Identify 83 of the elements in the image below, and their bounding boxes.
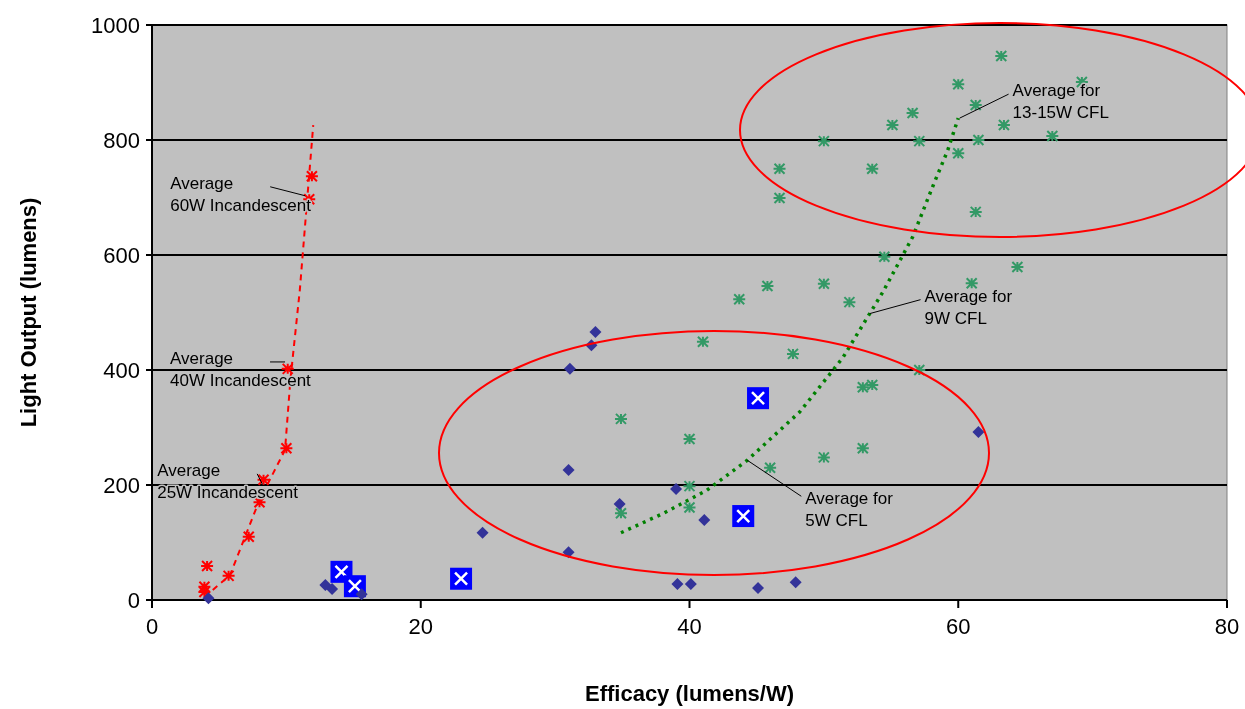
annotation: Average 40W Incandescent: [170, 348, 312, 390]
point: [971, 134, 986, 146]
point: [695, 335, 710, 348]
point: [326, 583, 339, 596]
point: [1045, 129, 1060, 142]
x-tick-label: 60: [946, 614, 971, 639]
point: [671, 577, 684, 590]
point: [842, 296, 857, 309]
point: [1010, 261, 1025, 274]
point: [197, 585, 212, 598]
annotation: Average for 5W CFL: [805, 489, 894, 531]
point: [816, 451, 831, 464]
point: [968, 98, 983, 111]
point: [789, 576, 802, 589]
point: [865, 378, 880, 391]
point: [994, 50, 1009, 63]
y-tick-label: 0: [127, 587, 140, 613]
annotation: Average 60W Incandescent: [170, 173, 312, 215]
point: [202, 592, 215, 605]
point: [256, 473, 271, 486]
point: [670, 483, 683, 496]
point: [951, 147, 966, 160]
point: [877, 250, 892, 263]
point: [885, 119, 900, 132]
point: [613, 507, 628, 520]
point: [951, 78, 966, 91]
point: [280, 362, 295, 375]
point: [732, 293, 747, 306]
y-tick-label: 600: [103, 242, 140, 268]
point: [682, 433, 697, 445]
point: [563, 362, 576, 375]
point: [816, 277, 831, 290]
x-axis-title: Efficacy (lumens/W): [584, 681, 795, 706]
x-tick-label: 0: [145, 614, 159, 639]
point: [682, 501, 697, 514]
point: [355, 588, 368, 601]
point: [732, 505, 755, 528]
x-tick-label: 80: [1214, 614, 1240, 639]
y-tick-label: 400: [103, 357, 140, 383]
point: [682, 480, 697, 493]
x-tick-label: 20: [408, 614, 433, 639]
point: [816, 135, 831, 148]
point: [562, 464, 575, 477]
y-axis-title: Light Output (lumens): [16, 197, 41, 428]
point: [319, 579, 332, 592]
point: [772, 162, 787, 175]
annotation: Average for 13-15W CFL: [1012, 81, 1109, 123]
point: [968, 205, 983, 218]
x-tick-label: 40: [677, 614, 702, 639]
y-tick-label: 200: [103, 472, 140, 498]
point: [562, 546, 575, 559]
point: [589, 326, 602, 339]
point: [972, 426, 985, 439]
point: [772, 192, 787, 205]
point: [763, 461, 778, 474]
point: [964, 277, 979, 290]
annotation: Average for 9W CFL: [924, 286, 1013, 328]
point: [450, 567, 473, 590]
point: [865, 162, 880, 175]
point: [760, 280, 775, 293]
point: [613, 412, 628, 425]
point: [476, 526, 489, 539]
point: [855, 442, 870, 455]
point: [785, 347, 800, 360]
annotation: Average 25W Incandescent: [157, 460, 299, 502]
point: [996, 119, 1011, 132]
point: [905, 106, 920, 119]
point: [698, 514, 711, 527]
point: [912, 135, 927, 148]
point: [912, 364, 927, 376]
point: [855, 381, 870, 394]
point: [684, 577, 697, 590]
point: [752, 581, 765, 594]
point: [200, 560, 215, 573]
point: [241, 530, 256, 543]
point: [221, 569, 236, 582]
y-tick-label: 800: [103, 127, 140, 153]
y-tick-label: 1000: [91, 12, 140, 38]
point: [613, 497, 626, 510]
point: [279, 442, 294, 455]
point: [747, 387, 770, 410]
point: [197, 580, 212, 593]
point: [304, 170, 319, 183]
